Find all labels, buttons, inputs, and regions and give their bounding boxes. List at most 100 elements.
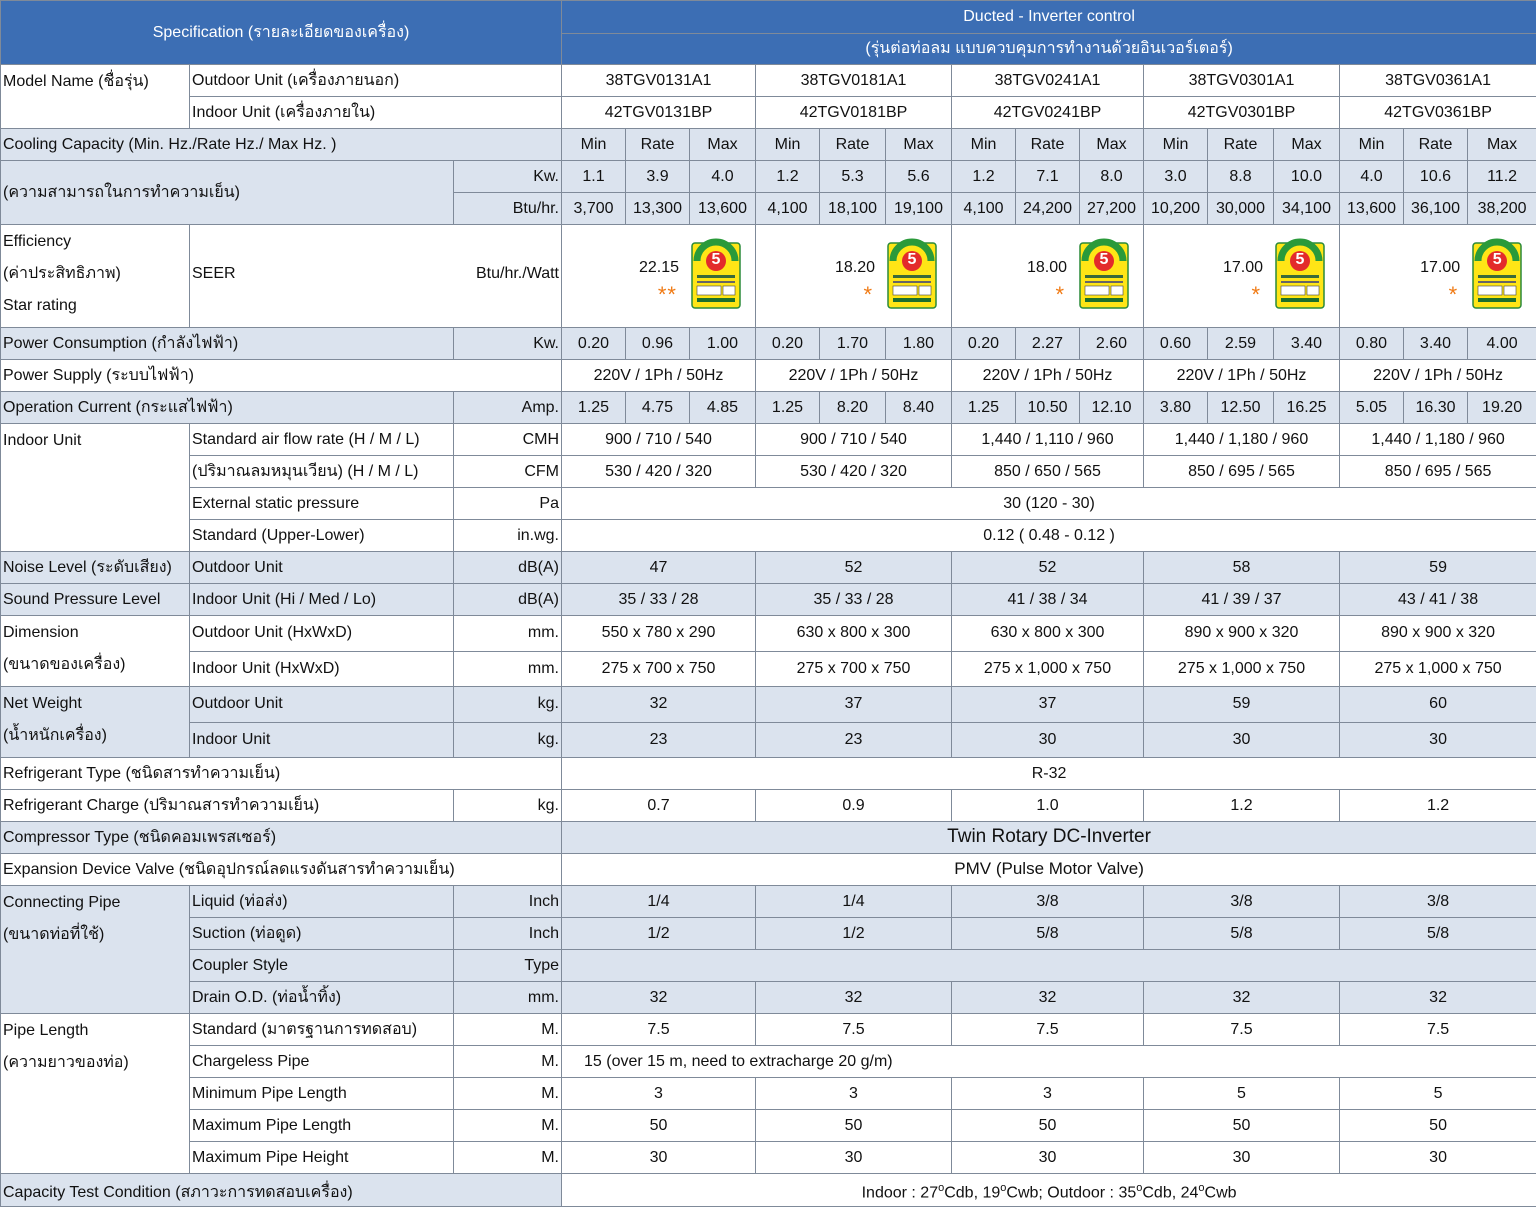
star-rating: * <box>1340 283 1466 307</box>
operation-current-value: 19.20 <box>1468 392 1536 424</box>
cooling-btu-value: 13,300 <box>626 193 690 225</box>
cooling-subhead: Max <box>1080 129 1144 161</box>
seer-cell: 18.00*5 <box>952 225 1144 328</box>
seer-value: 17.00 <box>1144 259 1269 277</box>
energy-label-number: 5 <box>691 251 741 269</box>
dimension-outdoor-value: 630 x 800 x 300 <box>952 616 1144 652</box>
dimension-label: Dimension(ขนาดของเครื่อง) <box>1 616 190 687</box>
esp-label: External static pressure <box>190 488 454 520</box>
cooling-btu-value: 24,200 <box>1016 193 1080 225</box>
min-pipe-value: 3 <box>952 1078 1144 1110</box>
power-consumption-label: Power Consumption (กำลังไฟฟ้า) <box>1 328 454 360</box>
airflow-value: 1,440 / 1,110 / 960 <box>952 424 1144 456</box>
label-line: Connecting Pipe <box>3 892 187 924</box>
energy-label-number: 5 <box>887 251 937 269</box>
operation-current-value: 1.25 <box>562 392 626 424</box>
net-weight-label: Net Weight(น้ำหนักเครื่อง) <box>1 687 190 758</box>
cooling-kw-value: 10.6 <box>1404 161 1468 193</box>
energy-label-number: 5 <box>1472 251 1522 269</box>
noise-indoor-value: 41 / 38 / 34 <box>952 584 1144 616</box>
operation-current-value: 16.30 <box>1404 392 1468 424</box>
max-pipe-value: 50 <box>952 1110 1144 1142</box>
indoor-model: 42TGV0131BP <box>562 97 756 129</box>
cooling-btu-value: 4,100 <box>756 193 820 225</box>
cooling-kw-value: 5.3 <box>820 161 886 193</box>
product-title: Ducted - Inverter control <box>562 1 1536 34</box>
weight-unit: kg. <box>454 687 562 723</box>
liquid-value: 1/4 <box>756 886 952 918</box>
cooling-subhead: Max <box>690 129 756 161</box>
label-line: Dimension <box>3 622 187 654</box>
seer-value: 18.20 <box>756 259 881 277</box>
type-unit: Type <box>454 950 562 982</box>
cooling-btu-value: 10,200 <box>1144 193 1208 225</box>
drain-value: 32 <box>952 982 1144 1014</box>
max-height-value: 30 <box>1340 1142 1536 1174</box>
cooling-kw-value: 1.2 <box>756 161 820 193</box>
cooling-btu-value: 19,100 <box>886 193 952 225</box>
refrigerant-charge-value: 1.0 <box>952 790 1144 822</box>
airflow-cfm-label: (ปริมาณลมหมุนเวียน) (H / M / L) <box>190 456 454 488</box>
label-line: (น้ำหนักเครื่อง) <box>3 725 187 757</box>
noise-outdoor-value: 47 <box>562 552 756 584</box>
pipe-unit: M. <box>454 1014 562 1046</box>
cooling-subhead: Max <box>1468 129 1536 161</box>
cooling-subhead: Min <box>1144 129 1208 161</box>
dimension-outdoor-value: 630 x 800 x 300 <box>756 616 952 652</box>
airflow-cfm-value: 850 / 695 / 565 <box>1144 456 1340 488</box>
cooling-subhead: Rate <box>1404 129 1468 161</box>
power-supply-value: 220V / 1Ph / 50Hz <box>756 360 952 392</box>
weight-indoor-label: Indoor Unit <box>190 722 454 758</box>
airflow-value: 900 / 710 / 540 <box>756 424 952 456</box>
star-rating: * <box>952 283 1073 307</box>
energy-label-badge <box>887 237 937 309</box>
dimension-outdoor-value: 890 x 900 x 320 <box>1144 616 1340 652</box>
star-rating: * <box>756 283 881 307</box>
min-pipe-value: 3 <box>562 1078 756 1110</box>
airflow-cfm-value: 530 / 420 / 320 <box>562 456 756 488</box>
seer-value: 22.15 <box>562 259 685 277</box>
power-consumption-value: 1.70 <box>820 328 886 360</box>
cooling-subhead: Min <box>756 129 820 161</box>
label-line: Net Weight <box>3 693 187 725</box>
cooling-label-thai: (ความสามารถในการทำความเย็น) <box>1 161 454 225</box>
cooling-kw-value: 8.8 <box>1208 161 1274 193</box>
star-rating: * <box>1144 283 1269 307</box>
table-row: Pipe Length(ความยาวของท่อ)Standard (มาตร… <box>1 1014 1536 1046</box>
cooling-btu-value: 34,100 <box>1274 193 1340 225</box>
operation-current-value: 1.25 <box>952 392 1016 424</box>
max-pipe-value: 50 <box>1144 1110 1340 1142</box>
test-condition-part: Cwb <box>1205 1184 1237 1201</box>
suction-value: 1/2 <box>562 918 756 950</box>
cooling-subhead: Rate <box>820 129 886 161</box>
cooling-label: Cooling Capacity (Min. Hz./Rate Hz./ Max… <box>1 129 562 161</box>
energy-label-badge <box>1472 237 1522 309</box>
table-row: Refrigerant Type (ชนิดสารทำความเย็น)R-32 <box>1 758 1536 790</box>
weight-outdoor-label: Outdoor Unit <box>190 687 454 723</box>
liquid-value: 3/8 <box>1340 886 1536 918</box>
test-condition-part: Cwb; Outdoor : 35 <box>1006 1184 1136 1201</box>
esp-value: 30 (120 - 30) <box>562 488 1536 520</box>
label-line: (ขนาดท่อที่ใช้) <box>3 924 187 956</box>
min-pipe-label: Minimum Pipe Length <box>190 1078 454 1110</box>
product-subtitle: (รุ่นต่อท่อลม แบบควบคุมการทำงานด้วยอินเว… <box>562 34 1536 65</box>
power-consumption-value: 0.96 <box>626 328 690 360</box>
max-pipe-value: 50 <box>756 1110 952 1142</box>
cooling-kw-value: 10.0 <box>1274 161 1340 193</box>
operation-current-label: Operation Current (กระแสไฟฟ้า) <box>1 392 454 424</box>
weight-indoor-value: 23 <box>756 722 952 758</box>
outdoor-model: 38TGV0241A1 <box>952 65 1144 97</box>
test-condition-part: Indoor : 27 <box>862 1184 939 1201</box>
table-row: Model Name (ชื่อรุ่น)Outdoor Unit (เครื่… <box>1 65 1536 97</box>
refrigerant-charge-value: 1.2 <box>1144 790 1340 822</box>
inch-unit: Inch <box>454 886 562 918</box>
pipe-unit: M. <box>454 1046 562 1078</box>
btu-unit: Btu/hr. <box>454 193 562 225</box>
noise-outdoor-value: 59 <box>1340 552 1536 584</box>
table-row: Compressor Type (ชนิดคอมเพรสเซอร์)Twin R… <box>1 822 1536 854</box>
